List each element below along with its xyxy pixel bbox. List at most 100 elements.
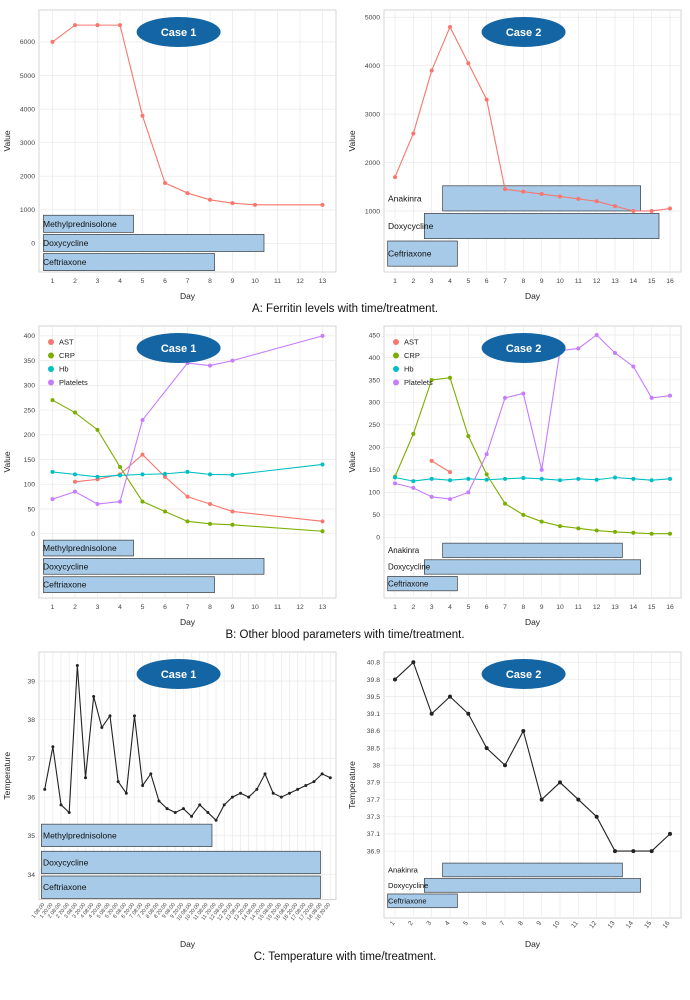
treatment-bar-methylprednisolone: Methylprednisolone <box>43 214 134 233</box>
svg-text:7: 7 <box>503 604 507 611</box>
axis-labels: 40.839.839.539.138.638.53837.937.737.337… <box>347 660 672 949</box>
svg-text:3: 3 <box>96 604 100 611</box>
svg-text:150: 150 <box>24 457 36 464</box>
svg-text:3: 3 <box>430 278 434 285</box>
case-badge: Case 1 <box>136 659 221 689</box>
plot-area <box>383 651 682 919</box>
svg-text:13: 13 <box>319 604 327 611</box>
svg-text:16: 16 <box>666 604 674 611</box>
legend: AST CRP Hb Platelets <box>48 338 88 387</box>
treatment-label: Anakinra <box>388 546 420 555</box>
legend-label: AST <box>404 338 419 347</box>
panel-ferritin-case-1: Methylprednisolone Doxycycline Ceftriaxone… <box>0 2 345 302</box>
svg-text:3000: 3000 <box>365 111 380 118</box>
legend-label: CRP <box>404 351 420 360</box>
svg-text:15: 15 <box>648 278 656 285</box>
treatment-label: Doxycycline <box>43 857 89 867</box>
svg-text:10: 10 <box>556 604 564 611</box>
case-badge: Case 2 <box>481 17 566 47</box>
y-axis-title: Value <box>2 130 12 151</box>
case-badge: Case 2 <box>481 659 566 689</box>
svg-text:150: 150 <box>369 467 381 474</box>
legend-label: AST <box>59 338 74 347</box>
svg-text:12: 12 <box>296 604 304 611</box>
svg-text:12: 12 <box>593 278 601 285</box>
svg-text:5: 5 <box>141 278 145 285</box>
svg-text:8: 8 <box>208 278 212 285</box>
svg-text:6: 6 <box>163 278 167 285</box>
svg-text:100: 100 <box>24 482 36 489</box>
svg-text:Case 2: Case 2 <box>506 669 541 681</box>
svg-text:300: 300 <box>24 383 36 390</box>
svg-text:38.6: 38.6 <box>367 728 380 735</box>
treatment-bar-doxycycline: Doxycycline <box>43 558 265 575</box>
svg-text:15: 15 <box>648 604 656 611</box>
svg-text:5000: 5000 <box>365 15 380 22</box>
svg-text:38: 38 <box>27 717 35 724</box>
svg-text:4: 4 <box>118 604 122 611</box>
caption-c: C: Temperature with time/treatment. <box>253 951 437 963</box>
legend-dot-ast <box>48 339 54 345</box>
svg-text:6: 6 <box>485 278 489 285</box>
svg-text:2: 2 <box>407 920 415 927</box>
legend-label: Hb <box>59 365 69 374</box>
svg-text:0: 0 <box>31 241 35 248</box>
svg-text:10: 10 <box>556 278 564 285</box>
panel-temperature-case-2: Anakinra Doxycycline Ceftriaxone 40.8 39.8 39… <box>345 644 690 950</box>
row-ferritin: Methylprednisolone Doxycycline Ceftriaxone… <box>0 2 690 302</box>
row-temperature: Methylprednisolone Doxycycline Ceftriaxone… <box>0 644 690 950</box>
svg-text:450: 450 <box>369 332 381 339</box>
svg-text:5: 5 <box>462 920 470 927</box>
blood-case-1-chart: Methylprednisolone Doxycycline Ceftriaxone… <box>2 325 337 627</box>
svg-text:5000: 5000 <box>20 73 35 80</box>
treatment-bar-doxycycline: Doxycycline <box>43 234 265 252</box>
svg-text:50: 50 <box>27 506 35 513</box>
svg-text:9: 9 <box>535 920 543 927</box>
svg-text:5: 5 <box>466 604 470 611</box>
treatment-label: Doxycycline <box>388 881 428 890</box>
treatment-bar-ceftriaxone: Ceftriaxone <box>387 893 458 909</box>
svg-text:1: 1 <box>51 604 55 611</box>
caption-a: A: Ferritin levels with time/treatment. <box>252 303 438 315</box>
treatment-label: Ceftriaxone <box>388 896 427 905</box>
y-axis-title: Value <box>347 130 357 151</box>
treatment-bar-anakinra: Anakinra <box>388 542 623 558</box>
treatment-label: Ceftriaxone <box>388 579 429 588</box>
svg-text:14: 14 <box>630 278 638 285</box>
ferritin-case-1-chart: Methylprednisolone Doxycycline Ceftriaxone… <box>2 9 337 301</box>
legend-dot-platelets <box>393 379 399 386</box>
treatment-bar-ceftriaxone: Ceftriaxone <box>41 875 321 899</box>
treatment-label: Ceftriaxone <box>43 882 87 892</box>
svg-text:11: 11 <box>570 920 580 930</box>
svg-text:12: 12 <box>296 278 304 285</box>
series-platelets <box>393 332 672 502</box>
blood-case-2-chart: Anakinra Doxycycline Ceftriaxone 0 50 100 150 2… <box>347 325 682 627</box>
svg-text:7: 7 <box>186 604 190 611</box>
svg-text:1000: 1000 <box>20 207 35 214</box>
svg-text:9: 9 <box>231 604 235 611</box>
svg-text:5: 5 <box>141 604 145 611</box>
treatment-label: Doxycycline <box>388 563 431 572</box>
svg-text:12: 12 <box>588 920 598 930</box>
legend-label: Platelets <box>59 378 88 387</box>
case-badge: Case 1 <box>136 333 221 363</box>
caption-b: B: Other blood parameters with time/trea… <box>225 629 465 641</box>
x-axis-title: Day <box>180 939 196 949</box>
svg-text:1: 1 <box>393 604 397 611</box>
svg-text:35: 35 <box>27 833 35 840</box>
svg-text:13: 13 <box>607 920 617 930</box>
svg-text:4: 4 <box>448 604 452 611</box>
series-crp <box>50 398 325 534</box>
legend: AST CRP Hb Platelets <box>393 338 433 387</box>
svg-text:34: 34 <box>27 872 35 879</box>
svg-text:10: 10 <box>251 604 259 611</box>
svg-text:36.9: 36.9 <box>367 848 380 855</box>
treatment-label: Doxycycline <box>388 221 434 231</box>
treatment-bar-ceftriaxone: Ceftriaxone <box>387 240 458 267</box>
svg-text:11: 11 <box>274 604 281 611</box>
treatment-bar-ceftriaxone: Ceftriaxone <box>387 576 458 592</box>
svg-text:9: 9 <box>231 278 235 285</box>
svg-text:8: 8 <box>521 604 525 611</box>
svg-text:10: 10 <box>552 920 562 930</box>
